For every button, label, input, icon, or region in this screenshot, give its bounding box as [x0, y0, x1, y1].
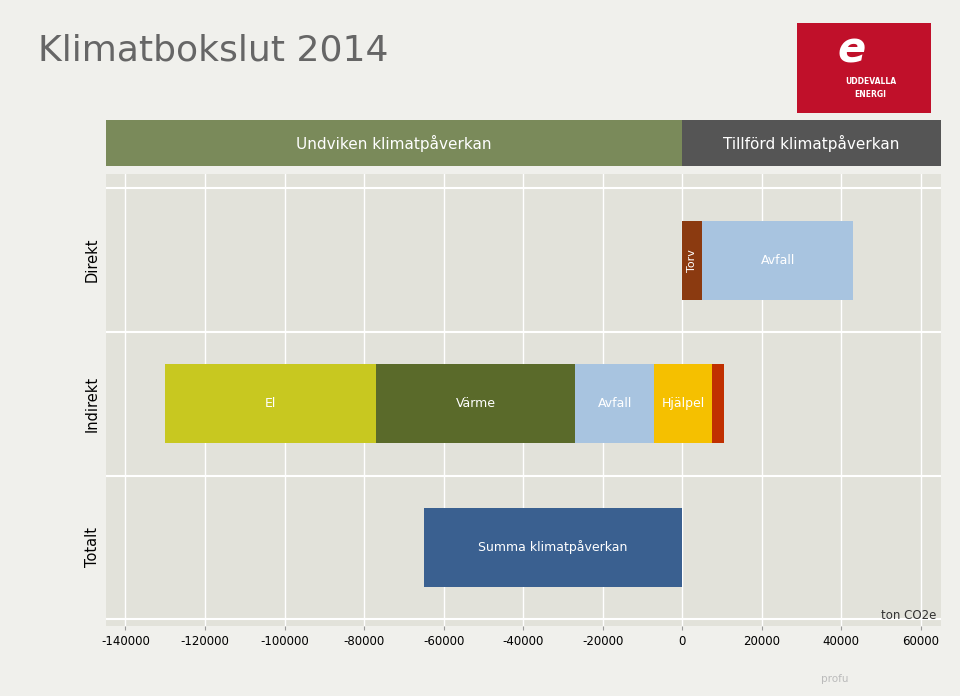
Bar [423, 508, 683, 587]
Bar [655, 364, 712, 443]
Bar [702, 221, 853, 300]
Bar [575, 364, 655, 443]
Text: ton CO2e: ton CO2e [881, 609, 937, 622]
Text: Hjälpel: Hjälpel [661, 397, 705, 410]
Text: Summa klimatpåverkan: Summa klimatpåverkan [478, 540, 628, 555]
Text: Undviken klimatpåverkan: Undviken klimatpåverkan [297, 134, 492, 152]
Text: El: El [265, 397, 276, 410]
Text: UDDEVALLA
ENERGI: UDDEVALLA ENERGI [845, 77, 897, 99]
Bar [165, 364, 376, 443]
Text: e: e [837, 29, 865, 71]
Text: Klimatbokslut 2014: Klimatbokslut 2014 [38, 34, 389, 68]
Text: Avfall: Avfall [760, 253, 795, 267]
Bar [376, 364, 575, 443]
Text: Avfall: Avfall [597, 397, 632, 410]
Text: profu: profu [822, 674, 849, 684]
Text: Värme: Värme [455, 397, 495, 410]
Bar [683, 221, 702, 300]
Text: Tillförd klimatpåverkan: Tillförd klimatpåverkan [723, 134, 900, 152]
Bar [712, 364, 724, 443]
Text: Torv: Torv [687, 248, 697, 271]
